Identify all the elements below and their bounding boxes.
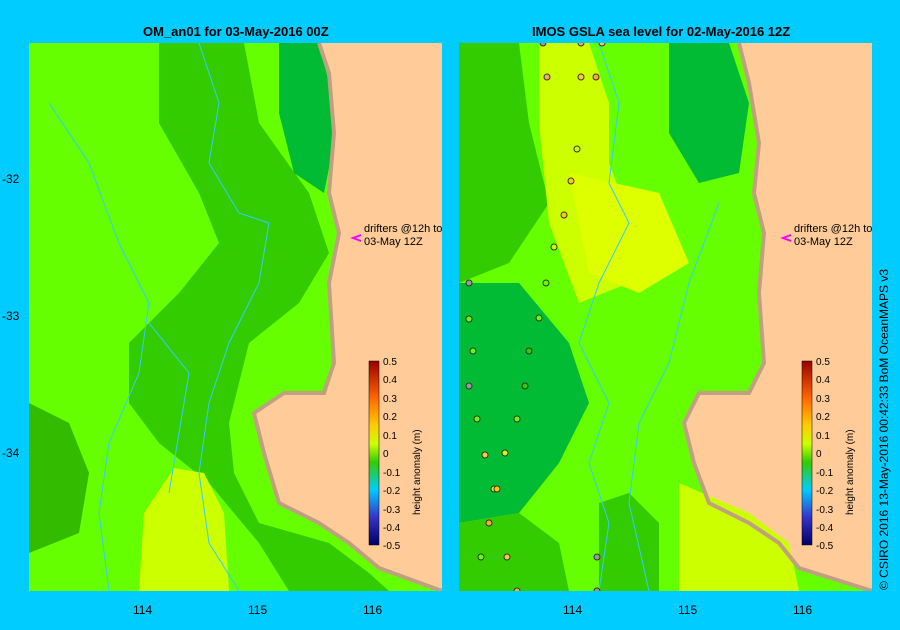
observation-dot — [481, 451, 489, 459]
colorbar-label: height anomaly (m) — [412, 429, 423, 515]
observation-dot — [560, 211, 568, 219]
colorbar-tick: 0.2 — [383, 412, 397, 423]
coastline — [251, 43, 442, 591]
observation-dot — [593, 587, 601, 591]
observation-dot — [593, 553, 601, 561]
observation-dot — [477, 553, 485, 561]
observation-dot — [521, 382, 529, 390]
drifter-label: drifters @12h to — [364, 223, 442, 235]
left-map: drifters @12h to 03-May 12Z — [29, 43, 442, 591]
contour-fill-yellow — [139, 468, 229, 591]
y-tick-label: -34 — [2, 446, 20, 460]
observation-dot — [501, 449, 509, 457]
colorbar-tick: 0.3 — [383, 394, 397, 405]
colorbar-tick: 0.1 — [383, 431, 397, 442]
x-tick-label: 114 — [133, 603, 153, 617]
contour-fill-yellow — [569, 173, 689, 293]
copyright-text: © CSIRO 2016 13-May-2016 00:42:33 BoM Oc… — [877, 268, 891, 590]
contour-fill-dark — [459, 43, 549, 283]
observation-dot — [503, 553, 511, 561]
contour-line — [148, 322, 190, 494]
drifter-label: 03-May 12Z — [794, 236, 853, 248]
colorbar-tick: 0.2 — [816, 412, 830, 423]
colorbar-tick: -0.1 — [816, 468, 834, 479]
y-tick-label: -32 — [2, 172, 20, 186]
colorbar-gradient — [801, 360, 813, 546]
left-panel-title: OM_an01 for 03-May-2016 00Z — [143, 24, 329, 39]
observation-dot — [465, 382, 473, 390]
x-tick-label: 116 — [363, 603, 383, 617]
colorbar-tick: 0.4 — [383, 375, 397, 386]
drifter-arrow-icon — [780, 234, 792, 242]
observation-dot — [513, 587, 521, 591]
colorbar-tick: -0.5 — [383, 541, 401, 552]
contour-line — [628, 202, 720, 591]
y-tick-label: -33 — [2, 309, 20, 323]
contour-fill-darker — [29, 403, 89, 553]
colorbar-tick: 0 — [383, 449, 389, 460]
drifter-label: drifters @12h to — [794, 223, 872, 235]
observation-dot — [573, 145, 581, 153]
observation-dot — [525, 347, 533, 355]
observation-dot — [493, 485, 501, 493]
observation-dot — [592, 73, 600, 81]
contour-fill-dark — [129, 43, 389, 591]
colorbar-tick: -0.1 — [383, 468, 401, 479]
contour-fill-dark — [459, 513, 569, 591]
colorbar-tick: -0.3 — [816, 505, 834, 516]
colorbar-tick: 0.3 — [816, 394, 830, 405]
contour-fill-yellow — [679, 483, 799, 591]
observation-dot — [513, 415, 521, 423]
observation-dot — [567, 177, 575, 185]
drifter-arrow-icon — [350, 234, 362, 242]
observation-dot — [485, 519, 493, 527]
colorbar-tick: 0 — [816, 449, 822, 460]
contour-fill-dark — [599, 493, 659, 591]
contour-fill-darker — [669, 43, 749, 183]
contour-fill-darker — [459, 283, 589, 523]
observation-dot — [577, 73, 585, 81]
right-colorbar: 0.5 0.4 0.3 0.2 0.1 0 -0.1 -0.2 -0.3 -0.… — [801, 357, 856, 552]
contour-line — [578, 43, 630, 591]
contour-fill-darker — [279, 43, 334, 193]
colorbar-tick: 0.1 — [816, 431, 830, 442]
x-tick-label: 114 — [563, 603, 583, 617]
observation-dot — [539, 43, 547, 47]
coastline — [681, 43, 872, 591]
observation-dot — [465, 315, 473, 323]
x-tick-label: 115 — [678, 603, 698, 617]
x-tick-label: 116 — [793, 603, 813, 617]
colorbar-gradient — [368, 360, 380, 546]
colorbar-tick: 0.4 — [816, 375, 830, 386]
observation-dot — [473, 415, 481, 423]
drifter-label: 03-May 12Z — [364, 236, 423, 248]
observation-dot — [469, 347, 477, 355]
colorbar-tick: -0.4 — [383, 523, 401, 534]
colorbar-tick: -0.3 — [383, 505, 401, 516]
colorbar-tick: -0.2 — [383, 486, 401, 497]
colorbar-tick: -0.4 — [816, 523, 834, 534]
x-tick-label: 115 — [248, 603, 268, 617]
colorbar-tick: -0.2 — [816, 486, 834, 497]
observation-dot — [465, 279, 473, 287]
left-colorbar: 0.5 0.4 0.3 0.2 0.1 0 -0.1 -0.2 -0.3 -0.… — [368, 357, 423, 552]
contour-line — [48, 102, 150, 591]
colorbar-tick: -0.5 — [816, 541, 834, 552]
right-panel-title: IMOS GSLA sea level for 02-May-2016 12Z — [532, 24, 791, 39]
colorbar-label: height anomaly (m) — [845, 429, 856, 515]
observation-dot — [598, 43, 606, 47]
observation-dot — [543, 73, 551, 81]
observation-dot — [542, 279, 550, 287]
observation-dot — [535, 314, 543, 322]
contour-line — [198, 43, 270, 591]
observation-dot — [577, 43, 585, 47]
observation-dot — [550, 243, 558, 251]
colorbar-tick: 0.5 — [816, 357, 830, 368]
colorbar-tick: 0.5 — [383, 357, 397, 368]
